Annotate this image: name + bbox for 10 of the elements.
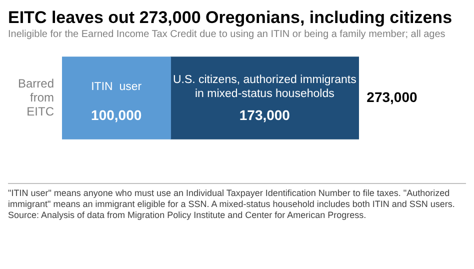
total-label: 273,000 [366,88,418,105]
series-label: U.S. citizens, authorized immigrants in mixed-status households [172,74,357,100]
text: "ITIN user" means anyone who must use an Individual Taxpayer Identification Number to file taxes. "Authorized immigrant" means an immigrant eligible for a SSN. A mixed-status household includes both ITIN and SSN users. [8,188,456,210]
chart-title: EITC leaves out 273,000 Oregonians, including citizens [8,8,454,28]
data-label: 173,000 [239,107,290,123]
chart-subtitle: Ineligible for the Earned Income Tax Credit due to using an ITIN or being a family member; all ages [8,28,446,41]
series-label: ITIN user [91,81,142,93]
source-note: Source: Analysis of data from Migration Policy Institute and Center for American Progress. [8,210,368,221]
y-tick-label: Barred from EITC [18,76,54,118]
data-label: 100,000 [91,107,142,123]
